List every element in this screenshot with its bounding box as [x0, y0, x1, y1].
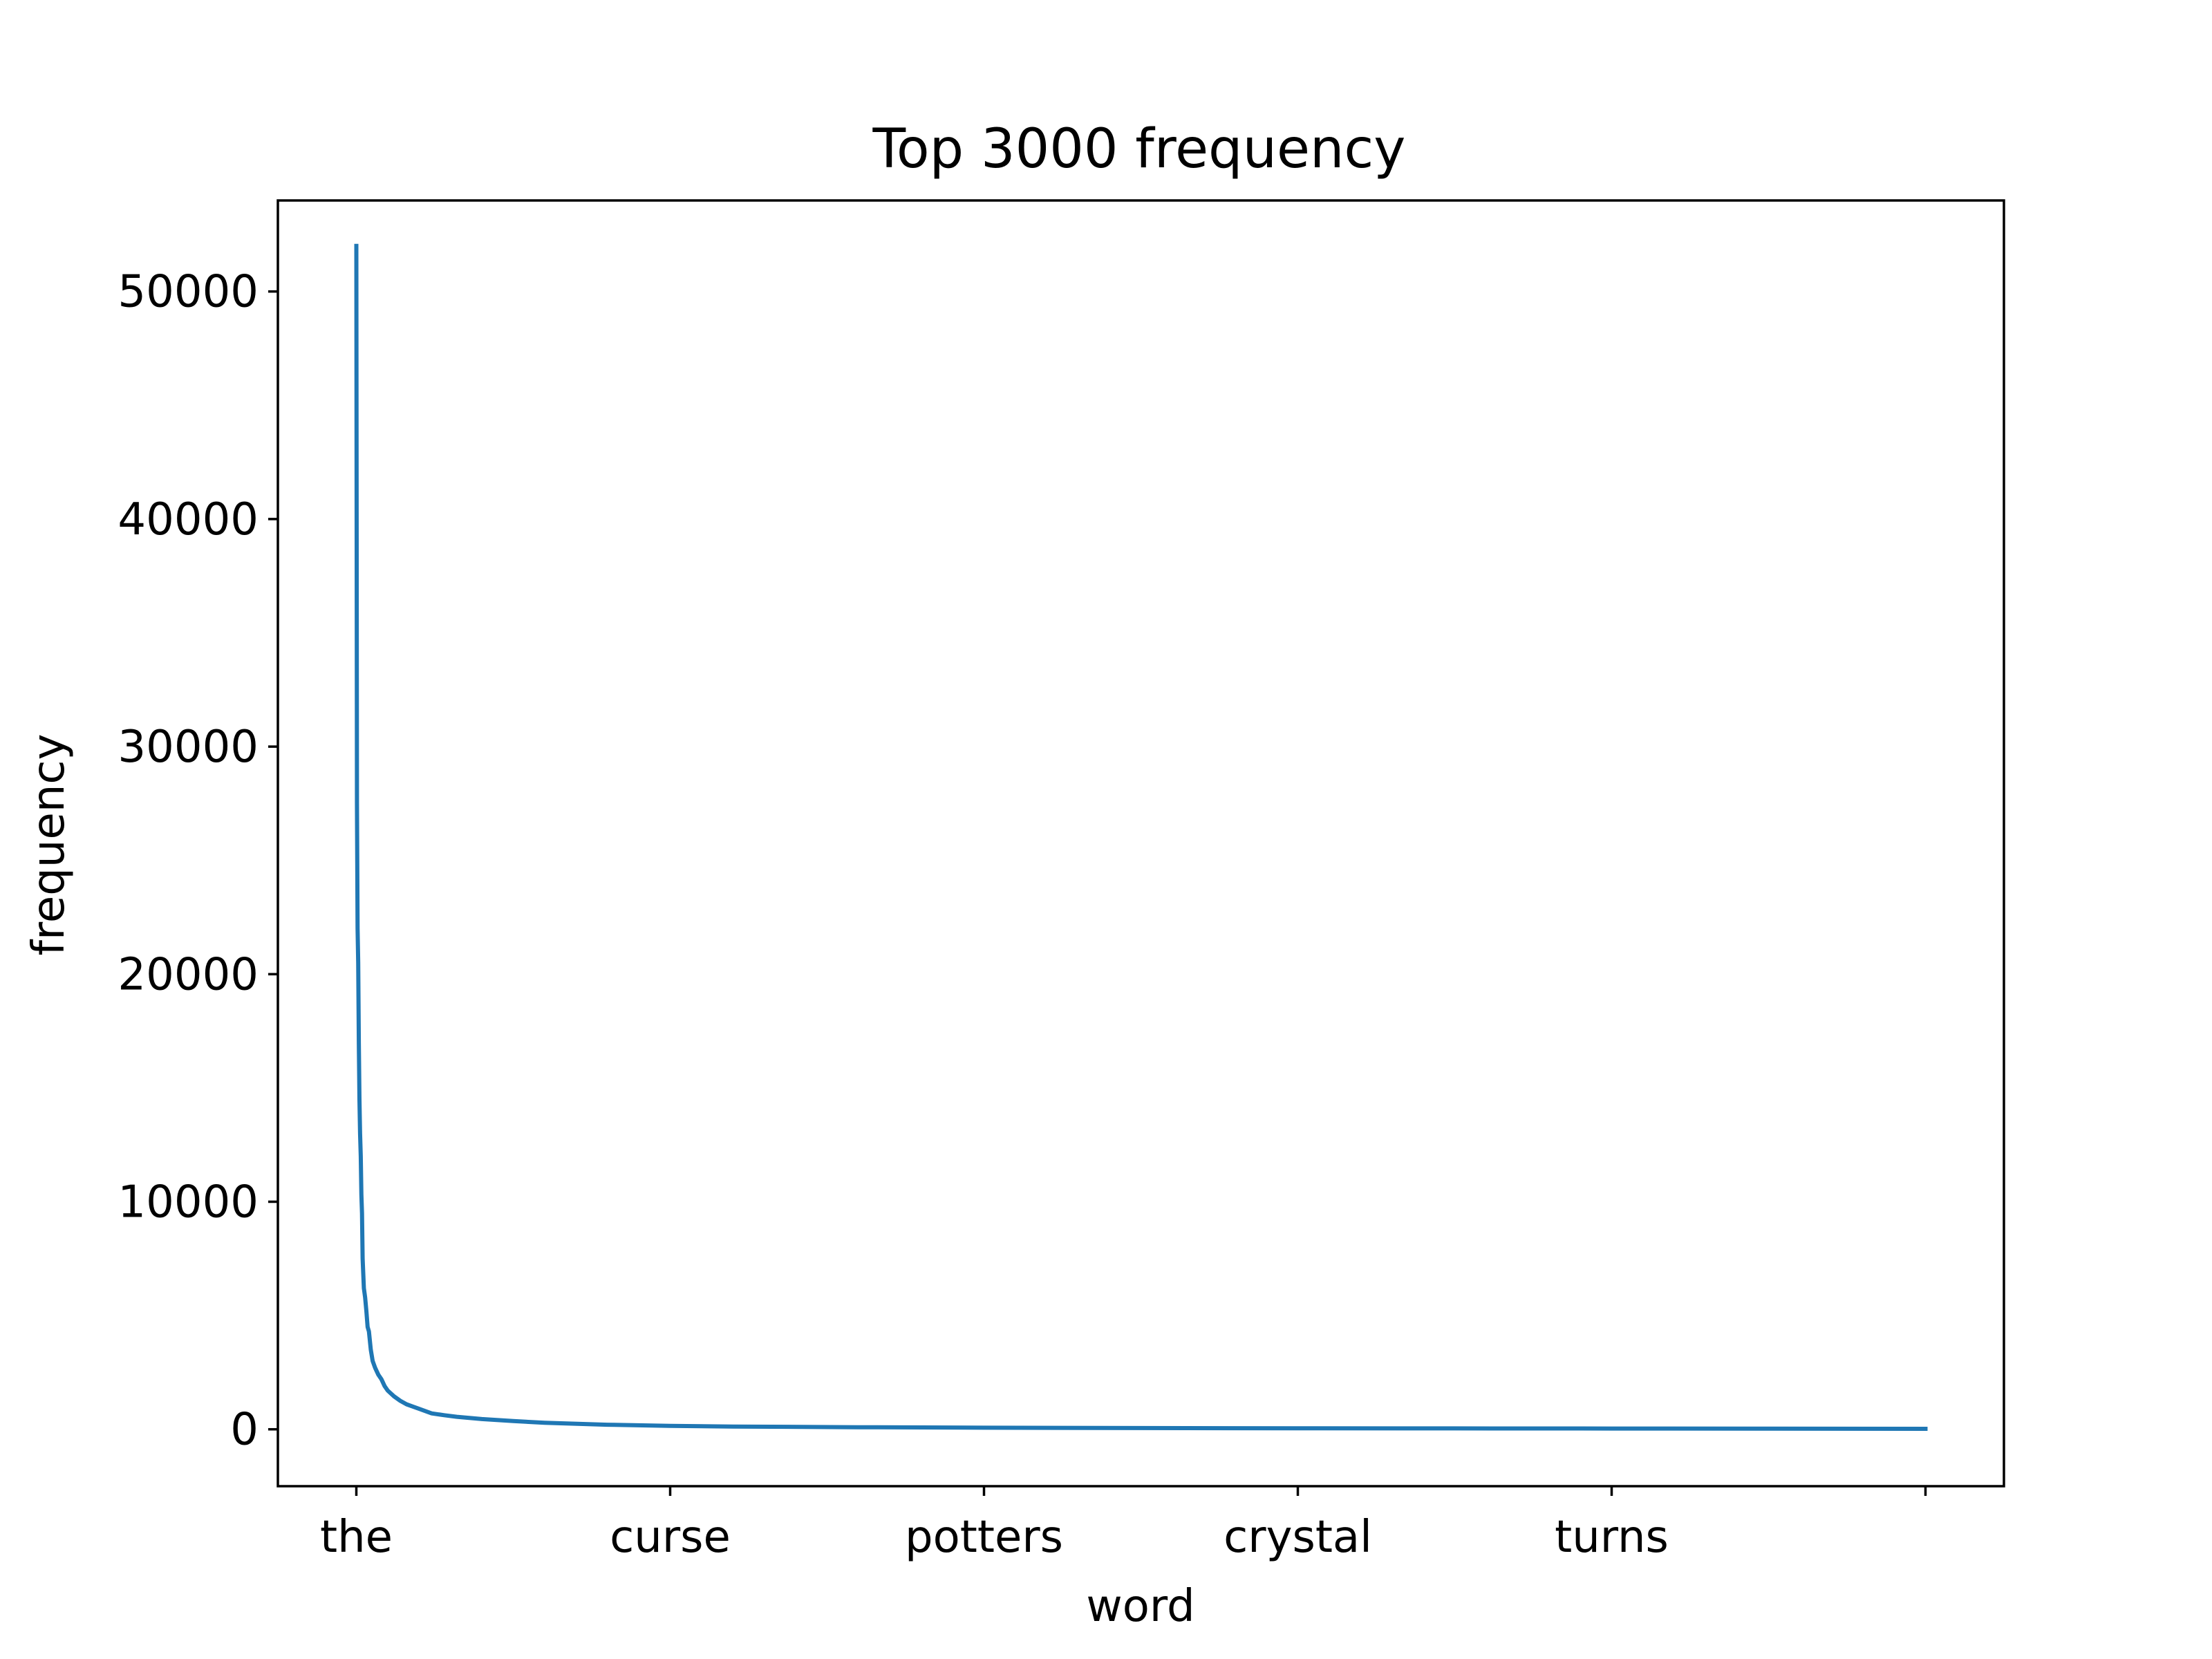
plot-area — [354, 243, 1928, 1432]
axes-frame — [276, 199, 2005, 1488]
x-tick-label: curse — [610, 1512, 731, 1563]
x-tick-label: crystal — [1224, 1512, 1372, 1563]
y-axis-label: frequency — [24, 734, 75, 956]
y-tick-label: 30000 — [118, 722, 259, 773]
y-tick-label: 20000 — [118, 949, 259, 1000]
y-tick-label: 50000 — [118, 267, 259, 318]
y-axis: 0 10000 20000 30000 40000 50000 — [118, 267, 278, 1456]
x-axis: the curse potters crystal turns — [320, 1486, 1927, 1563]
y-tick-label: 0 — [230, 1405, 259, 1456]
x-tick-label: potters — [905, 1512, 1063, 1563]
series-line-0 — [354, 243, 1928, 1432]
x-tick-label: the — [320, 1512, 393, 1563]
x-tick-label: turns — [1555, 1512, 1669, 1563]
y-tick-label: 10000 — [118, 1177, 259, 1228]
chart-title: Top 3000 frequency — [872, 118, 1406, 180]
x-axis-label: word — [1086, 1581, 1194, 1632]
y-tick-label: 40000 — [118, 494, 259, 545]
